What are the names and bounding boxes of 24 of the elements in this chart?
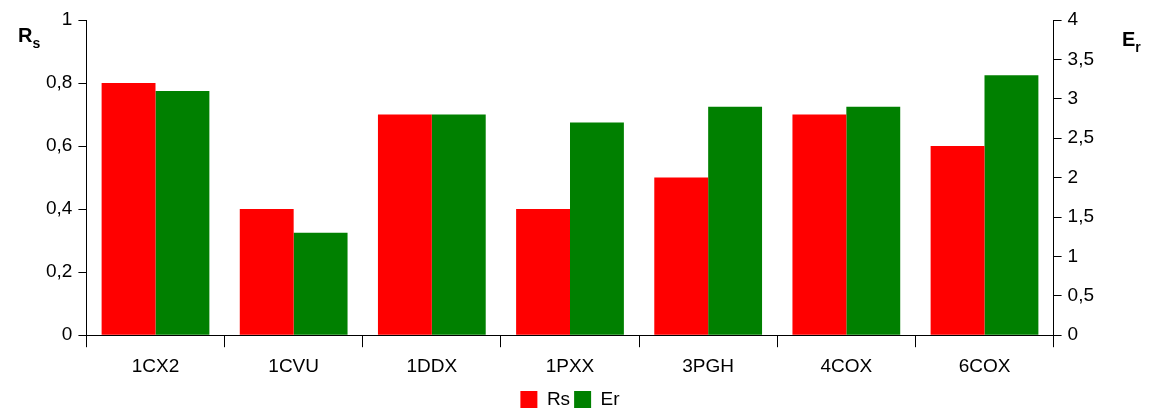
y-tick-label: 1 [61,8,73,30]
y-tick-label: 0,6 [45,134,73,156]
y2-tick-label: 1,5 [1067,205,1095,227]
y-tick-label: 0,4 [45,197,73,219]
x-tick-label: 1PXX [545,354,595,376]
x-tick-label: 3PGH [682,354,735,376]
y2-tick-label: 3 [1067,87,1079,109]
x-tick-label: 6COX [958,354,1011,376]
x-tick-label: 1DDX [406,354,458,376]
legend-label: Rs [546,387,571,409]
y2-tick-label: 2,5 [1067,126,1095,148]
legend-label: Er [600,387,621,409]
x-tick-label: 1CX2 [131,354,180,376]
y-tick-label: 0 [61,323,73,345]
y2-tick-label: 3,5 [1067,47,1095,69]
y-tick-label: 0,8 [45,71,73,93]
y2-tick-label: 0,5 [1067,284,1095,306]
y2-tick-label: 4 [1067,8,1079,30]
x-tick-label: 4COX [820,354,873,376]
y2-tick-label: 0 [1067,323,1079,345]
x-tick-label: 1CVU [268,354,320,376]
y2-tick-label: 1 [1067,244,1079,266]
y2-tick-label: 2 [1067,165,1079,187]
y-tick-label: 0,2 [45,260,73,282]
